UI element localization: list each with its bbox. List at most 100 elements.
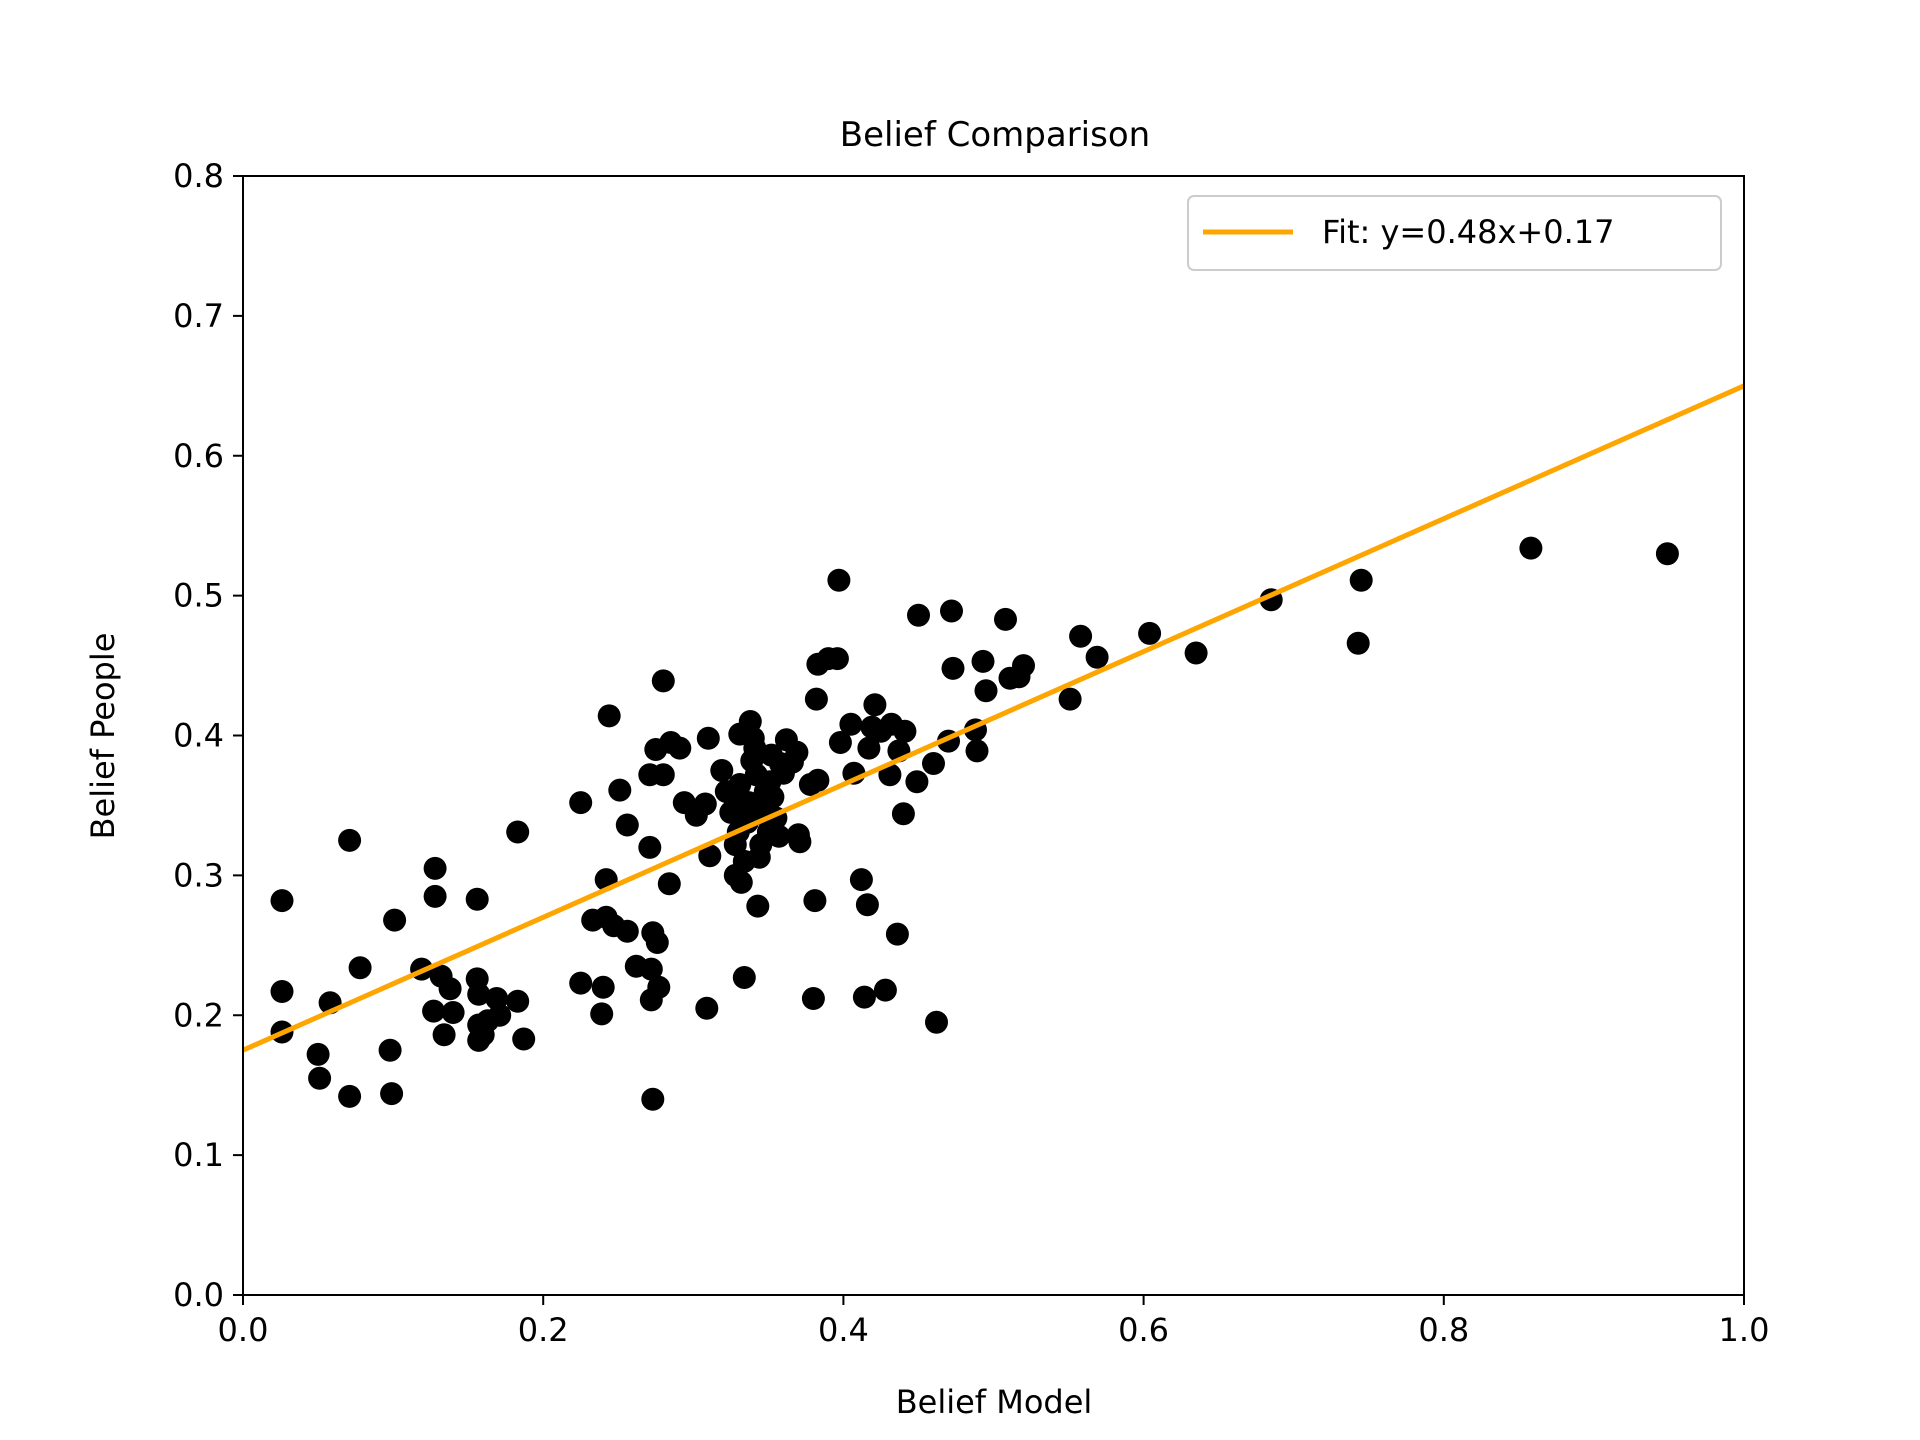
y-tick-label: 0.0 — [173, 1276, 224, 1314]
x-tick-label: 0.0 — [218, 1311, 269, 1349]
data-point-147 — [1138, 622, 1161, 645]
data-point-128 — [893, 720, 916, 743]
data-point-6 — [338, 829, 361, 852]
x-tick-label: 1.0 — [1719, 1311, 1770, 1349]
data-point-28 — [488, 1004, 511, 1027]
y-tick-label: 0.7 — [173, 297, 224, 335]
data-point-113 — [839, 713, 862, 736]
data-point-56 — [658, 872, 681, 895]
data-point-29 — [506, 821, 529, 844]
data-point-36 — [592, 976, 615, 999]
data-point-105 — [803, 889, 826, 912]
data-point-30 — [506, 990, 529, 1013]
data-point-150 — [1347, 632, 1370, 655]
y-tick-label: 0.4 — [173, 717, 224, 755]
data-point-55 — [652, 763, 675, 786]
data-point-41 — [608, 779, 631, 802]
data-point-17 — [433, 1023, 456, 1046]
data-point-111 — [827, 569, 850, 592]
data-point-58 — [668, 737, 691, 760]
x-tick-label: 0.4 — [818, 1311, 869, 1349]
data-point-32 — [569, 791, 592, 814]
data-point-137 — [966, 739, 989, 762]
data-point-145 — [1069, 625, 1092, 648]
data-point-115 — [850, 868, 873, 891]
data-point-148 — [1185, 642, 1208, 665]
data-point-153 — [1656, 542, 1679, 565]
data-point-31 — [512, 1028, 535, 1051]
data-point-53 — [647, 976, 670, 999]
y-tick-label: 0.1 — [173, 1136, 224, 1174]
data-point-127 — [892, 802, 915, 825]
data-point-76 — [733, 966, 756, 989]
x-axis-label: Belief Model — [896, 1383, 1093, 1421]
data-point-7 — [338, 1085, 361, 1108]
data-point-95 — [767, 825, 790, 848]
y-tick-label: 0.8 — [173, 157, 224, 195]
x-tick-label: 0.8 — [1418, 1311, 1469, 1349]
data-point-43 — [616, 920, 639, 943]
data-point-62 — [697, 727, 720, 750]
data-point-93 — [761, 786, 784, 809]
data-point-102 — [788, 830, 811, 853]
data-point-18 — [439, 977, 462, 1000]
data-point-108 — [806, 769, 829, 792]
data-point-122 — [874, 979, 897, 1002]
data-point-129 — [905, 770, 928, 793]
data-point-39 — [598, 704, 621, 727]
data-point-146 — [1086, 646, 1109, 669]
data-point-117 — [856, 893, 879, 916]
data-point-104 — [802, 987, 825, 1010]
data-point-139 — [975, 679, 998, 702]
data-point-52 — [646, 931, 669, 954]
data-point-54 — [652, 669, 675, 692]
data-point-65 — [710, 759, 733, 782]
data-point-140 — [994, 608, 1017, 631]
data-point-152 — [1519, 537, 1542, 560]
data-point-110 — [826, 647, 849, 670]
y-tick-label: 0.5 — [173, 577, 224, 615]
legend: Fit: y=0.48x+0.17 — [1188, 196, 1721, 270]
y-tick-label: 0.6 — [173, 437, 224, 475]
data-point-132 — [925, 1011, 948, 1034]
y-tick-label: 0.2 — [173, 996, 224, 1034]
data-point-85 — [746, 895, 769, 918]
data-point-61 — [694, 793, 717, 816]
data-point-33 — [569, 972, 592, 995]
data-point-0 — [271, 889, 294, 912]
data-point-63 — [695, 997, 718, 1020]
data-point-8 — [349, 956, 372, 979]
data-point-13 — [422, 1000, 445, 1023]
data-point-135 — [942, 657, 965, 680]
data-point-4 — [308, 1067, 331, 1090]
data-point-116 — [853, 986, 876, 1009]
data-point-15 — [424, 885, 447, 908]
data-point-10 — [380, 1082, 403, 1105]
data-point-131 — [922, 752, 945, 775]
data-point-42 — [616, 814, 639, 837]
data-point-125 — [886, 923, 909, 946]
data-point-19 — [442, 1001, 465, 1024]
data-point-120 — [863, 693, 886, 716]
y-axis-label: Belief People — [84, 633, 122, 840]
data-point-3 — [307, 1043, 330, 1066]
data-point-45 — [638, 836, 661, 859]
chart-title: Belief Comparison — [840, 115, 1150, 155]
data-point-14 — [424, 857, 447, 880]
data-point-130 — [907, 604, 930, 627]
data-point-144 — [1059, 688, 1082, 711]
data-point-138 — [972, 650, 995, 673]
data-point-143 — [1012, 654, 1035, 677]
data-point-1 — [271, 980, 294, 1003]
data-point-100 — [785, 741, 808, 764]
data-point-11 — [383, 909, 406, 932]
data-point-50 — [641, 1088, 664, 1111]
data-point-35 — [590, 1002, 613, 1025]
data-point-151 — [1350, 569, 1373, 592]
x-tick-label: 0.2 — [518, 1311, 569, 1349]
data-point-106 — [805, 688, 828, 711]
legend-fit-label: Fit: y=0.48x+0.17 — [1322, 213, 1614, 251]
x-tick-label: 0.6 — [1118, 1311, 1169, 1349]
y-tick-label: 0.3 — [173, 856, 224, 894]
data-point-20 — [466, 888, 489, 911]
